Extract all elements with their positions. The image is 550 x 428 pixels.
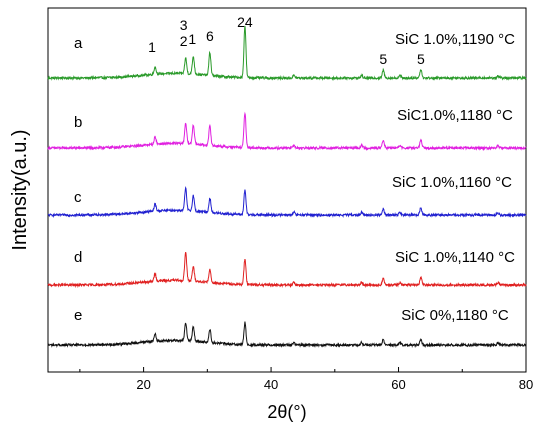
x-tick-label: 60 (391, 377, 405, 392)
peak-annotation: 3 (180, 17, 188, 33)
series-label-c: SiC 1.0%,1160 °C (392, 174, 512, 191)
peak-annotation: 5 (417, 51, 425, 67)
series-line-e (47, 321, 527, 349)
sample-label-d: d (74, 249, 82, 266)
series-line-d (47, 251, 527, 289)
labels-layer: a SiC 1.0%,1190 °C b SiC1.0%,1180 °C c SiC 1.… (74, 14, 515, 324)
peak-annotation: 24 (237, 14, 253, 30)
ticks-layer: 20 40 60 80 (79, 367, 533, 392)
series-label-a: SiC 1.0%,1190 °C (395, 31, 515, 48)
sample-label-b: b (74, 114, 82, 131)
series-label-e: SiC 0%,1180 °C (401, 307, 509, 324)
series-label-d: SiC 1.0%,1140 °C (395, 249, 515, 266)
series-line-c (47, 185, 527, 219)
series-line-b (47, 111, 527, 152)
sample-label-a: a (74, 35, 83, 52)
series-label-b: SiC1.0%,1180 °C (397, 107, 513, 124)
peak-annotation: 1 (148, 39, 156, 55)
plot-frame (47, 7, 527, 373)
series-layer (47, 25, 527, 349)
peak-annotation: 2 (180, 33, 188, 49)
peak-annotation: 6 (206, 28, 214, 44)
sample-label-e: e (74, 307, 82, 324)
x-tick-label: 20 (136, 377, 150, 392)
series-line-a (47, 25, 527, 81)
peak-annotation: 5 (379, 51, 387, 67)
x-tick-label: 80 (519, 377, 533, 392)
peak-annotation: 1 (188, 31, 196, 47)
sample-label-c: c (74, 189, 82, 206)
x-tick-label: 40 (264, 377, 278, 392)
x-axis-title: 2θ(°) (267, 402, 306, 422)
y-axis-title: Intensity(a.u.) (9, 129, 31, 250)
